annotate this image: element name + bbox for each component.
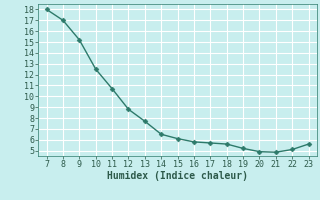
X-axis label: Humidex (Indice chaleur): Humidex (Indice chaleur) (107, 171, 248, 181)
